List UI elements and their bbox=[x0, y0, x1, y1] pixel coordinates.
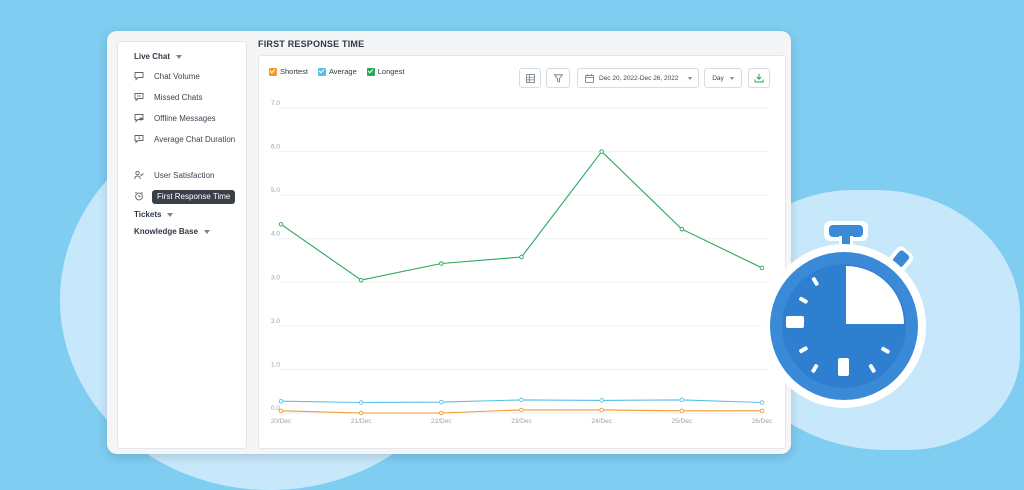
legend-item-average[interactable]: Average bbox=[317, 67, 357, 76]
download-button[interactable] bbox=[748, 68, 770, 88]
sidebar-section-live-chat[interactable]: Live Chat bbox=[134, 52, 183, 61]
sidebar-item-label: Missed Chats bbox=[154, 93, 203, 102]
chevron-down-icon bbox=[204, 229, 211, 234]
sidebar-item-chat-volume[interactable]: Chat Volume bbox=[134, 70, 246, 84]
y-tick-label: 3.0 bbox=[271, 274, 280, 281]
legend-item-longest[interactable]: Longest bbox=[366, 67, 405, 76]
data-point-shortest bbox=[599, 407, 604, 413]
offline-message-icon bbox=[134, 114, 144, 123]
legend-label: Shortest bbox=[280, 67, 308, 76]
sidebar-section-tickets[interactable]: Tickets bbox=[134, 210, 174, 219]
download-icon bbox=[754, 73, 764, 83]
sidebar-item-average-chat-duration[interactable]: Average Chat Duration bbox=[134, 133, 246, 163]
chart-panel: Shortest Average Longest Dec 20, 2022-De… bbox=[258, 55, 786, 449]
sidebar-section-knowledge-base[interactable]: Knowledge Base bbox=[134, 227, 211, 236]
calendar-icon bbox=[585, 73, 594, 83]
x-tick-label: 25/Dec bbox=[672, 418, 693, 425]
sidebar-item-label: Offline Messages bbox=[154, 114, 216, 123]
data-point-shortest bbox=[759, 408, 765, 414]
y-tick-label: 2.0 bbox=[271, 318, 280, 325]
sidebar-item-label: User Satisfaction bbox=[154, 171, 215, 180]
date-range-value: Dec 20, 2022-Dec 26, 2022 bbox=[599, 74, 679, 82]
table-icon bbox=[525, 73, 535, 83]
legend-label: Longest bbox=[377, 67, 405, 76]
granularity-select[interactable]: Day bbox=[704, 68, 742, 88]
data-point-shortest bbox=[439, 410, 444, 416]
data-point-shortest bbox=[358, 410, 364, 416]
x-tick-label: 24/Dec bbox=[591, 418, 612, 425]
stopwatch-elapsed-segment bbox=[846, 266, 904, 324]
data-point-longest bbox=[439, 261, 444, 266]
duration-icon bbox=[134, 135, 144, 144]
data-point-longest bbox=[519, 254, 524, 260]
data-point-longest bbox=[358, 277, 364, 283]
stopwatch-crown bbox=[829, 225, 863, 237]
data-point-average bbox=[358, 400, 364, 405]
data-point-shortest bbox=[519, 407, 524, 413]
granularity-value: Day bbox=[712, 74, 724, 82]
stopwatch-side-button bbox=[892, 250, 910, 268]
y-tick-label: 6.0 bbox=[271, 144, 280, 151]
chat-bubble-icon bbox=[134, 72, 144, 81]
report-window: Live Chat Chat Volume Missed Chats Offli… bbox=[107, 31, 791, 454]
data-point-longest bbox=[278, 222, 284, 227]
data-point-longest bbox=[599, 149, 604, 154]
filter-button[interactable] bbox=[546, 68, 570, 88]
page-title: FIRST RESPONSE TIME bbox=[258, 39, 365, 49]
x-tick-label: 26/Dec bbox=[752, 418, 773, 425]
data-point-average bbox=[759, 400, 765, 405]
chart-legend: Shortest Average Longest bbox=[269, 67, 404, 76]
data-point-average bbox=[519, 397, 524, 403]
data-point-average bbox=[679, 397, 685, 403]
checkbox-checked-icon[interactable] bbox=[366, 67, 375, 76]
chevron-down-icon bbox=[167, 212, 174, 217]
x-tick-label: 20/Dec bbox=[271, 418, 292, 425]
x-tick-label: 23/Dec bbox=[511, 418, 532, 425]
sidebar-item-label: Average Chat Duration bbox=[154, 135, 236, 144]
legend-item-shortest[interactable]: Shortest bbox=[269, 67, 308, 76]
sidebar-item-missed-chats[interactable]: Missed Chats bbox=[134, 91, 246, 105]
knowledge-base-label: Knowledge Base bbox=[134, 227, 199, 236]
sidebar-item-user-satisfaction[interactable]: User Satisfaction bbox=[134, 169, 246, 183]
sidebar-item-first-response-time[interactable]: First Response Time bbox=[134, 190, 246, 204]
table-view-button[interactable] bbox=[519, 68, 541, 88]
alarm-clock-icon bbox=[134, 191, 144, 201]
users-icon bbox=[134, 170, 144, 180]
data-point-shortest bbox=[679, 408, 685, 414]
chevron-down-icon bbox=[176, 54, 183, 59]
sidebar-item-label: Chat Volume bbox=[154, 72, 200, 81]
data-point-shortest bbox=[278, 408, 284, 414]
legend-label: Average bbox=[328, 67, 357, 76]
stopwatch-tick-marks bbox=[786, 277, 890, 376]
sidebar-item-label: First Response Time bbox=[152, 190, 236, 204]
y-tick-label: 4.0 bbox=[271, 231, 280, 238]
data-point-longest bbox=[679, 226, 685, 232]
tickets-label: Tickets bbox=[134, 210, 162, 219]
data-point-average bbox=[278, 398, 284, 404]
data-point-average bbox=[439, 399, 444, 405]
data-point-longest bbox=[759, 265, 765, 271]
x-tick-label: 22/Dec bbox=[431, 418, 452, 425]
y-tick-label: 1.0 bbox=[271, 361, 280, 368]
y-tick-label: 0.0 bbox=[271, 405, 280, 412]
live-chat-label: Live Chat bbox=[134, 52, 171, 61]
y-tick-label: 5.0 bbox=[271, 187, 280, 194]
report-sidebar: Live Chat Chat Volume Missed Chats Offli… bbox=[117, 41, 247, 449]
checkbox-checked-icon[interactable] bbox=[269, 67, 277, 76]
y-tick-label: 7.0 bbox=[271, 100, 280, 107]
sidebar-item-offline-messages[interactable]: Offline Messages bbox=[134, 112, 246, 126]
stopwatch-neck-inner bbox=[842, 236, 850, 250]
checkbox-checked-icon[interactable] bbox=[317, 67, 326, 76]
data-point-average bbox=[599, 398, 604, 403]
filter-icon bbox=[553, 73, 563, 83]
chevron-down-icon bbox=[687, 76, 692, 80]
series-line-longest bbox=[280, 150, 763, 281]
line-chart: 0.0 1.0 2.0 3.0 4.0 5.0 6.0 7.0 20/Dec 21/Dec 22/D… bbox=[271, 100, 773, 425]
chat-missed-icon bbox=[134, 93, 144, 102]
chevron-down-icon bbox=[729, 76, 734, 80]
stopwatch-illustration bbox=[762, 221, 926, 408]
date-range-picker[interactable]: Dec 20, 2022-Dec 26, 2022 bbox=[577, 68, 699, 88]
x-tick-label: 21/Dec bbox=[351, 418, 372, 425]
